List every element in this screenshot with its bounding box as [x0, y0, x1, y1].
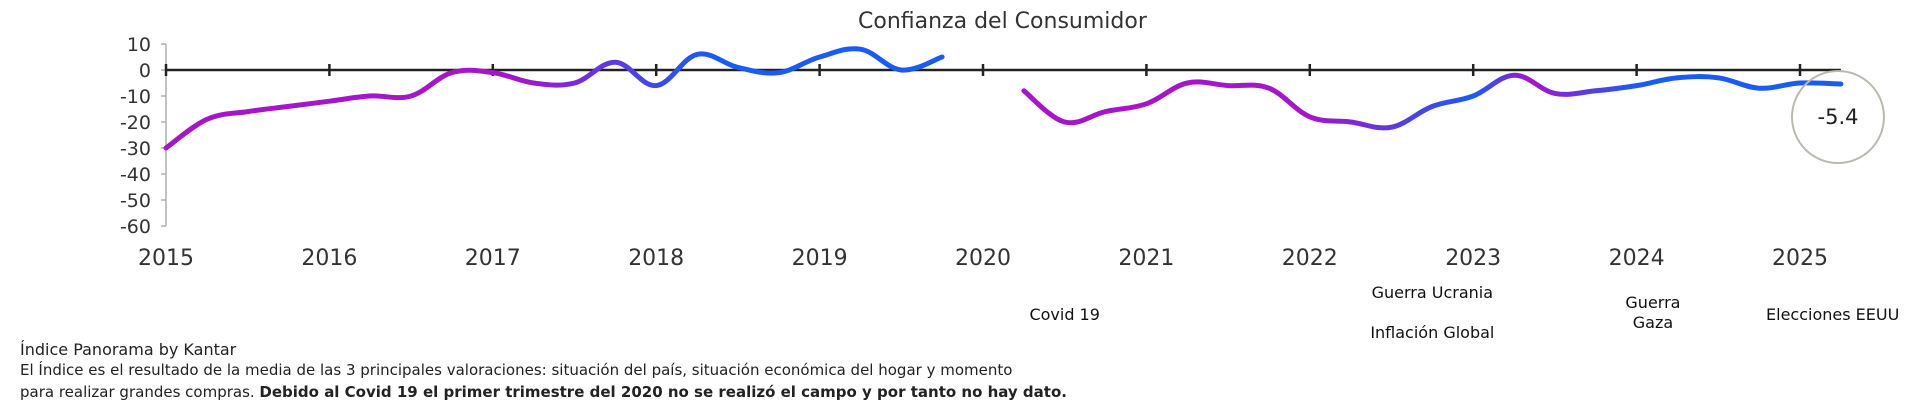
series-line-segment	[163, 46, 945, 151]
x-tick-label: 2017	[465, 246, 521, 271]
footer-line2-normal: para realizar grandes compras.	[20, 383, 260, 401]
x-tick-label: 2024	[1609, 246, 1665, 271]
footer-description-line1: El Índice es el resultado de la media de…	[20, 361, 1013, 379]
y-tick-label: -10	[120, 86, 151, 108]
event-annotation: Elecciones EEUU	[1743, 305, 1915, 325]
series-layer	[163, 46, 1844, 151]
x-tick-label: 2018	[628, 246, 684, 271]
x-tick-label: 2022	[1282, 246, 1338, 271]
series-line-segment	[1021, 72, 1844, 131]
event-annotation: Guerra Ucrania Inflación Global	[1342, 283, 1522, 343]
chart-legend: Confianza del Consumidor	[809, 9, 1148, 34]
y-axis: 10 0 -10 -20 -30 -40 -50 -60	[120, 34, 167, 238]
last-value-circle	[1791, 70, 1885, 164]
y-tick-label: -40	[120, 164, 151, 186]
legend-label: Confianza del Consumidor	[858, 9, 1148, 34]
event-annotation: Guerra Gaza	[1563, 293, 1743, 333]
event-annotation-line: Guerra Ucrania	[1371, 283, 1494, 302]
event-annotation-line: Guerra	[1625, 293, 1681, 312]
y-tick-label: -60	[120, 216, 151, 238]
x-tick-label: 2016	[301, 246, 357, 271]
last-value-callout: -5.4	[1791, 70, 1885, 164]
event-annotation-line: Inflación Global	[1370, 323, 1495, 342]
x-axis: 2015 2016 2017 2018 2019 2020 2021 2022 2023 2024…	[138, 64, 1841, 271]
x-tick-label: 2020	[955, 246, 1011, 271]
event-annotation-line: Gaza	[1632, 313, 1674, 332]
x-tick-label: 2015	[138, 246, 194, 271]
last-value-label: -5.4	[1818, 105, 1859, 129]
event-annotation: Covid 19	[975, 305, 1155, 325]
event-annotation-line	[1342, 303, 1522, 323]
event-annotation-line: Covid 19	[1029, 305, 1100, 324]
event-annotation-line: Elecciones EEUU	[1766, 305, 1900, 324]
y-tick-label: -20	[120, 112, 151, 134]
y-tick-label: 0	[139, 60, 151, 82]
footer-line2-bold: Debido al Covid 19 el primer trimestre d…	[259, 383, 1067, 401]
x-tick-label: 2025	[1772, 246, 1828, 271]
y-tick-label: 10	[127, 34, 151, 56]
y-tick-label: -30	[120, 138, 151, 160]
x-tick-label: 2019	[792, 246, 848, 271]
x-tick-label: 2021	[1118, 246, 1174, 271]
footer-title: Índice Panorama by Kantar	[20, 340, 237, 359]
footer-description-line2: para realizar grandes compras. Debido al…	[20, 383, 1067, 401]
x-tick-label: 2023	[1445, 246, 1501, 271]
y-tick-label: -50	[120, 190, 151, 212]
